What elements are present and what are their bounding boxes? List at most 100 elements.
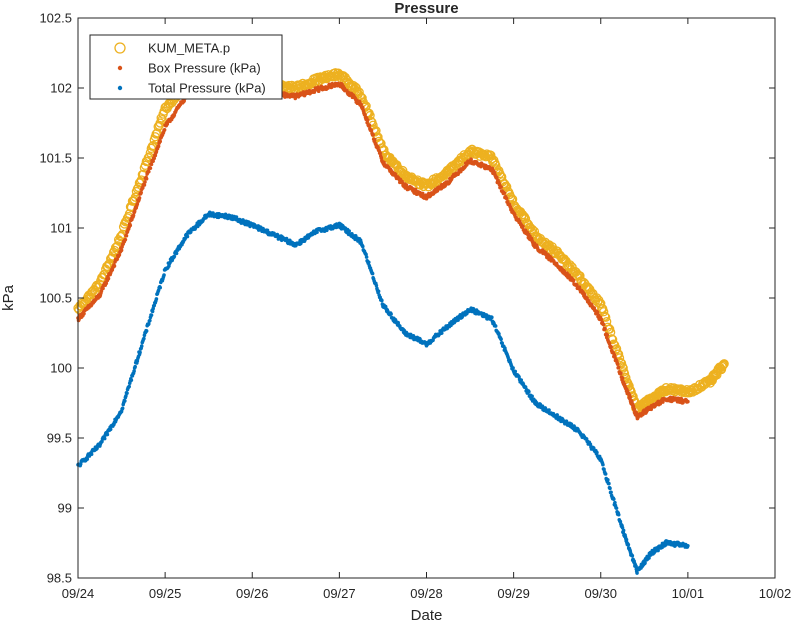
data-point — [127, 384, 131, 389]
data-point — [162, 128, 167, 132]
data-point — [85, 457, 90, 461]
data-point — [595, 450, 599, 455]
data-point — [379, 156, 384, 160]
y-tick-label: 99 — [58, 501, 72, 516]
data-point — [599, 317, 604, 322]
data-point — [365, 118, 370, 122]
data-point — [603, 472, 608, 476]
data-point — [502, 191, 507, 195]
data-point — [174, 251, 179, 256]
data-point — [500, 341, 504, 345]
data-point — [620, 376, 625, 380]
data-point — [374, 283, 379, 288]
x-tick-label: 09/29 — [497, 586, 530, 601]
data-point — [559, 254, 569, 264]
data-point — [719, 359, 729, 369]
data-point — [609, 490, 613, 495]
data-point — [499, 185, 503, 189]
x-tick-label: 09/27 — [323, 586, 356, 601]
data-point — [632, 407, 636, 411]
data-point — [112, 264, 117, 268]
data-point — [612, 497, 616, 501]
data-point — [647, 556, 651, 560]
data-point — [128, 223, 133, 228]
data-point — [511, 366, 515, 370]
data-point — [120, 406, 125, 411]
data-point — [372, 137, 377, 142]
data-point — [469, 157, 473, 162]
data-point — [158, 139, 163, 144]
data-point — [315, 230, 319, 234]
data-point — [364, 255, 369, 259]
x-tick-label: 09/24 — [62, 586, 95, 601]
data-point — [631, 404, 636, 409]
data-point — [389, 312, 393, 316]
y-tick-label: 99.5 — [47, 431, 72, 446]
data-point — [144, 329, 149, 333]
data-point — [89, 452, 94, 457]
data-point — [140, 186, 145, 190]
legend-marker-circle — [114, 42, 126, 54]
data-point — [172, 254, 177, 259]
data-point — [150, 309, 155, 314]
data-point — [154, 149, 159, 154]
data-point — [188, 230, 193, 234]
data-point — [157, 114, 167, 125]
data-point — [601, 462, 605, 467]
x-axis: 09/24 09/25 09/26 09/27 09/28 09/29 09/30 10/01… — [62, 18, 791, 601]
data-point — [608, 486, 612, 491]
data-point — [108, 247, 119, 257]
data-point — [364, 252, 368, 257]
data-point — [606, 478, 610, 482]
legend: KUM_META.p Box Pressure (kPa) Total Pressu… — [89, 34, 283, 100]
data-point — [354, 87, 364, 97]
data-point — [129, 378, 134, 382]
data-point — [547, 408, 551, 412]
data-point — [158, 285, 163, 290]
data-point — [82, 311, 86, 316]
data-point — [370, 271, 375, 276]
data-point — [620, 525, 625, 530]
y-tick-label: 100.5 — [39, 291, 72, 306]
data-point — [139, 190, 143, 195]
y-tick-label: 102 — [50, 81, 72, 96]
data-point — [132, 369, 136, 373]
data-point — [686, 399, 690, 404]
data-point — [599, 307, 609, 317]
data-point — [378, 151, 383, 155]
data-point — [656, 548, 660, 553]
data-point — [366, 260, 371, 265]
data-point — [108, 427, 113, 432]
data-point — [360, 105, 365, 110]
y-axis-label: kPa — [0, 284, 17, 311]
data-point — [104, 281, 109, 286]
data-point — [123, 237, 128, 242]
y-tick-label: 102.5 — [39, 11, 72, 26]
data-point — [152, 156, 157, 161]
data-point — [439, 331, 444, 335]
data-point — [162, 273, 166, 277]
data-point — [139, 344, 144, 348]
data-point — [142, 183, 147, 187]
y-axis: 98.5 99 99.5 100 100.5 101 101.5 102 102.5 — [39, 11, 775, 586]
data-point — [133, 364, 137, 369]
data-point — [643, 561, 647, 565]
data-point — [571, 278, 576, 283]
data-point — [119, 248, 124, 253]
data-point — [101, 286, 105, 291]
data-point — [360, 244, 365, 249]
data-point — [577, 285, 582, 289]
y-tick-label: 98.5 — [47, 571, 72, 586]
data-point — [583, 282, 593, 292]
data-point — [555, 413, 559, 417]
data-point — [601, 322, 606, 327]
data-point — [616, 512, 621, 517]
data-point — [624, 537, 629, 542]
data-point — [146, 169, 151, 174]
data-point — [494, 175, 499, 180]
y-tick-label: 100 — [50, 361, 72, 376]
data-point — [123, 399, 127, 403]
data-point — [138, 350, 142, 355]
y-tick-label: 101 — [50, 221, 72, 236]
